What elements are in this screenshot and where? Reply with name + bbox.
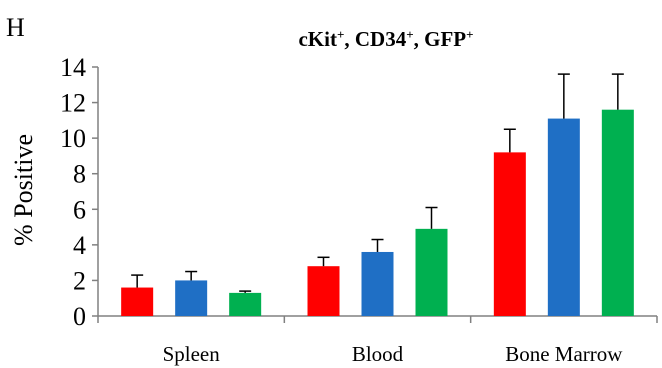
title-superscript: + [406, 27, 413, 42]
chart-title: cKit+, CD34+, GFP+ [298, 27, 473, 52]
bar [601, 109, 634, 316]
y-tick-label: 4 [73, 231, 86, 260]
title-part: , GFP [414, 27, 467, 51]
title-part: , CD34 [344, 27, 406, 51]
y-tick-label: 2 [73, 266, 86, 295]
bar [229, 292, 262, 316]
title-superscript: + [466, 27, 473, 42]
bar [175, 280, 208, 316]
title-part: cKit [298, 27, 336, 51]
bar [547, 118, 580, 316]
bars [121, 73, 634, 316]
y-tick-label: 12 [60, 89, 86, 118]
bar [361, 251, 394, 316]
title-superscript: + [337, 27, 344, 42]
y-tick-label: 6 [73, 195, 86, 224]
y-tick-label: 0 [73, 302, 86, 331]
bar [493, 152, 526, 316]
y-axis-label: % Positive [9, 134, 38, 246]
labels: 0 2 4 6 8 10 12 14 Spleen Blood Bone Marrow [60, 53, 623, 366]
x-category-label: Blood [352, 342, 404, 366]
bar [307, 266, 340, 316]
y-tick-label: 10 [60, 124, 86, 153]
bar [415, 228, 448, 316]
bar [121, 287, 154, 316]
x-category-label: Bone Marrow [505, 342, 623, 366]
y-tick-label: 14 [60, 53, 86, 82]
y-tick-label: 8 [73, 160, 86, 189]
x-category-label: Spleen [163, 342, 221, 366]
panel-label: H [6, 13, 25, 42]
